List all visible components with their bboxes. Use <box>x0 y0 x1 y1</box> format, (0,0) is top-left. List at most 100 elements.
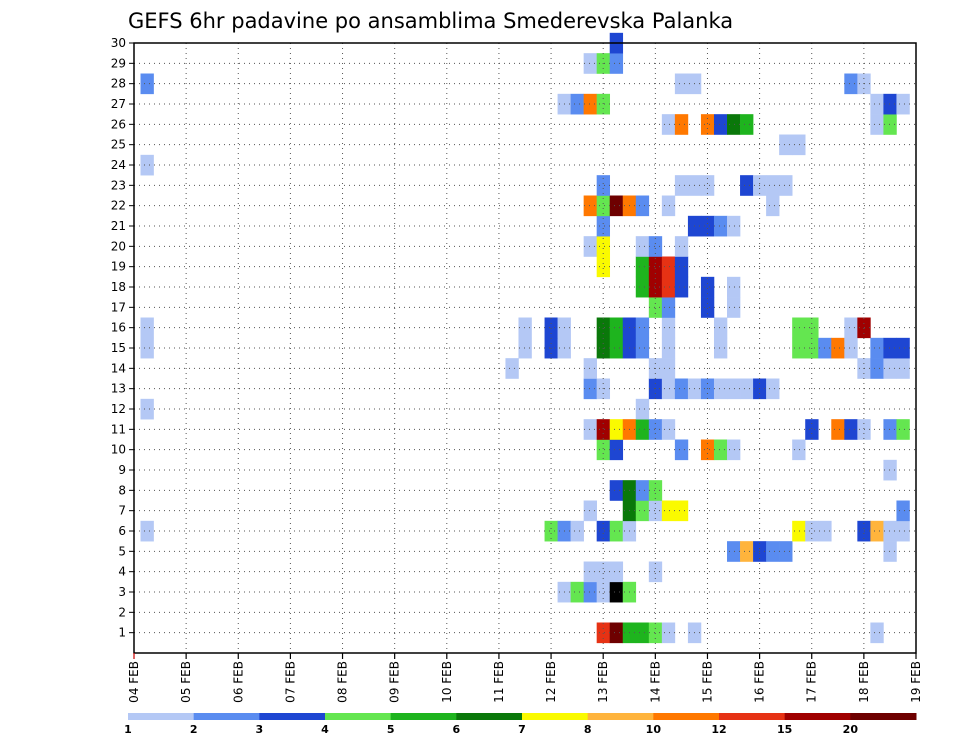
heatmap-cell <box>661 337 676 359</box>
heatmap-cell <box>740 114 754 135</box>
heatmap-cell <box>609 317 624 339</box>
x-tick-label: 06 FEB <box>231 661 245 703</box>
heatmap-cell <box>713 317 728 339</box>
heatmap-cell <box>661 419 676 440</box>
heatmap-cell <box>700 439 715 461</box>
heatmap-cell <box>661 297 676 318</box>
heatmap-cell <box>792 439 806 461</box>
y-tick-label: 8 <box>118 483 126 497</box>
heatmap-cell <box>727 378 741 400</box>
heatmap-cell <box>740 175 754 196</box>
x-tick-label: 15 FEB <box>700 661 714 703</box>
heatmap-cell <box>635 276 650 298</box>
y-tick-label: 15 <box>111 341 126 355</box>
x-tick-label: 13 FEB <box>596 661 610 703</box>
x-tick-label: 17 FEB <box>805 661 819 703</box>
heatmap-cell <box>896 520 910 542</box>
heatmap-cell <box>609 337 624 359</box>
heatmap-cell <box>844 419 858 440</box>
heatmap-cell <box>700 114 715 135</box>
colorbar-swatch <box>390 713 457 720</box>
heatmap-cell <box>674 175 689 196</box>
heatmap-cells <box>140 32 910 644</box>
heatmap-cell <box>648 297 663 318</box>
x-tick-label: 11 FEB <box>492 661 506 703</box>
heatmap-cell <box>674 276 689 298</box>
heatmap-cell <box>635 195 650 217</box>
heatmap-cell <box>140 337 154 359</box>
heatmap-cell <box>883 337 897 359</box>
heatmap-cell <box>661 378 676 400</box>
heatmap-cell <box>727 297 741 318</box>
x-tick-label: 09 FEB <box>388 661 402 703</box>
heatmap-cell <box>661 358 676 379</box>
heatmap-cell <box>609 195 624 217</box>
colorbar-swatch <box>850 713 917 720</box>
x-tick-label: 04 FEB <box>127 661 141 703</box>
heatmap-cell <box>661 114 676 135</box>
heatmap-cell <box>596 317 611 339</box>
heatmap-cell <box>596 439 611 461</box>
heatmap-cell <box>140 398 154 420</box>
y-tick-label: 14 <box>111 361 126 375</box>
heatmap-cell <box>661 195 676 217</box>
heatmap-cell <box>870 358 884 379</box>
y-tick-label: 23 <box>111 178 126 192</box>
colorbar-label: 10 <box>646 723 662 736</box>
heatmap-cell <box>635 500 650 522</box>
heatmap-cell <box>583 500 597 522</box>
heatmap-cell <box>596 256 611 278</box>
colorbar-swatch <box>325 713 392 720</box>
heatmap-cell <box>831 337 845 359</box>
x-tick-label: 16 FEB <box>753 661 767 703</box>
heatmap-cell <box>609 53 624 74</box>
y-tick-label: 12 <box>111 402 126 416</box>
heatmap-cell <box>596 561 611 583</box>
heatmap-cell <box>583 93 597 115</box>
y-tick-label: 2 <box>118 605 126 619</box>
colorbar-label: 15 <box>777 723 792 736</box>
heatmap-cell <box>805 419 819 440</box>
heatmap-cell <box>870 114 884 135</box>
heatmap-cell <box>635 317 650 339</box>
y-tick-label: 7 <box>118 504 126 518</box>
y-tick-label: 27 <box>111 97 126 111</box>
heatmap-cell <box>674 439 689 461</box>
heatmap-cell <box>700 276 715 298</box>
colorbar-label: 4 <box>321 723 329 736</box>
heatmap-cell <box>792 134 806 156</box>
y-tick-label: 24 <box>111 158 126 172</box>
heatmap-cell <box>674 256 689 278</box>
heatmap-cell <box>766 541 780 562</box>
x-tick-label: 08 FEB <box>336 661 350 703</box>
colorbar-label: 5 <box>387 723 395 736</box>
y-axis: 1234567891011121314151617181920212223242… <box>111 36 134 640</box>
x-tick-label: 18 FEB <box>857 661 871 703</box>
y-tick-label: 10 <box>111 443 126 457</box>
heatmap-cell <box>140 73 154 95</box>
colorbar-label: 1 <box>124 723 132 736</box>
colorbar-swatch <box>193 713 260 720</box>
y-tick-label: 20 <box>111 239 126 253</box>
heatmap-cell <box>648 480 663 501</box>
heatmap-cell <box>713 337 728 359</box>
heatmap-cell <box>140 520 154 542</box>
y-tick-label: 13 <box>111 382 126 396</box>
heatmap-cell <box>596 93 611 115</box>
x-tick-label: 05 FEB <box>179 661 193 703</box>
heatmap-cell <box>713 114 728 135</box>
y-tick-label: 9 <box>118 463 126 477</box>
heatmap-cell <box>609 581 624 603</box>
heatmap-cell <box>661 500 676 522</box>
y-tick-label: 22 <box>111 199 126 213</box>
heatmap-cell <box>766 195 780 217</box>
y-tick-label: 18 <box>111 280 126 294</box>
heatmap-cell <box>570 93 584 115</box>
heatmap-cell <box>727 215 741 237</box>
colorbar-swatch <box>587 713 654 720</box>
y-tick-label: 28 <box>111 77 126 91</box>
heatmap-cell <box>583 195 597 217</box>
heatmap-cell <box>740 541 754 562</box>
colorbar-swatch <box>259 713 326 720</box>
heatmap-cell <box>596 175 611 196</box>
